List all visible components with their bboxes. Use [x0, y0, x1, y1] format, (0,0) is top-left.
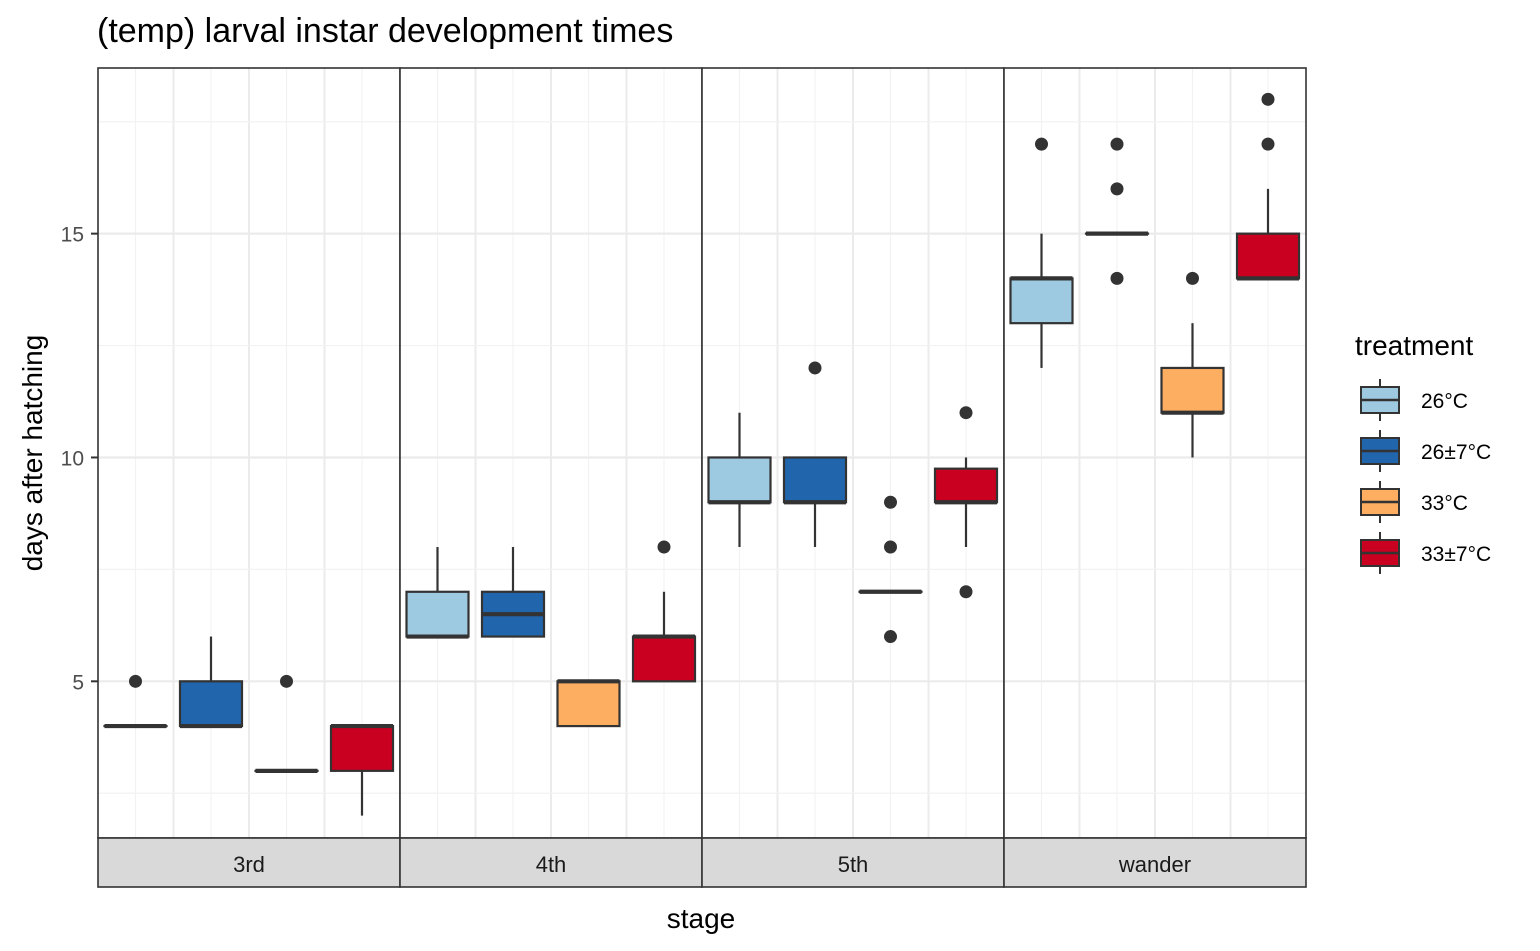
legend-key-2: 33°C: [1360, 481, 1468, 523]
legend-label-2: 33°C: [1421, 492, 1468, 515]
box-iqr: [631, 635, 697, 683]
strip-label-5th: 5th: [838, 852, 869, 877]
boxplot-4th-2: [556, 679, 621, 728]
strip-label-3rd: 3rd: [233, 852, 265, 877]
legend-key-0: 26°C: [1360, 379, 1468, 421]
strip-background: [1003, 837, 1307, 888]
boxplot-4th-3: [631, 540, 697, 683]
outlier-point: [1110, 182, 1124, 196]
legend-label-3: 33±7°C: [1421, 543, 1491, 566]
boxplot-4th-0: [405, 547, 470, 639]
boxplot-4th-1: [480, 547, 546, 638]
y-tick-label: 10: [61, 447, 84, 470]
outlier-point: [808, 361, 822, 375]
x-axis-title: stage: [667, 903, 736, 934]
outlier-point: [884, 540, 897, 554]
boxplot-5th-1: [782, 361, 848, 548]
boxplot-5th-0: [707, 412, 772, 548]
box-iqr: [405, 590, 470, 638]
legend-key-1: 26±7°C: [1360, 430, 1491, 472]
box-iqr: [329, 724, 395, 772]
boxplot-3rd-3: [329, 723, 395, 816]
boxplot-3rd-2: [254, 674, 319, 773]
y-axis-title: days after hatching: [17, 335, 48, 572]
legend-label-1: 26±7°C: [1421, 441, 1491, 464]
boxplot-3rd-1: [178, 636, 244, 729]
boxplot-3rd-0: [103, 674, 168, 729]
outlier-point: [657, 540, 671, 554]
legend-label-0: 26°C: [1421, 390, 1468, 413]
legend: treatment 26°C 26±7°C 33°C 33±7°C: [1355, 330, 1491, 574]
facet-panel-3rd: 3rd: [97, 67, 401, 888]
legend-title: treatment: [1355, 330, 1473, 361]
facet-panel-5th: 5th: [701, 67, 1005, 888]
outlier-point: [884, 630, 897, 644]
boxplot-wander-2: [1160, 271, 1225, 458]
y-tick-label: 5: [72, 671, 84, 694]
y-axis: 5 10 15: [61, 224, 98, 694]
boxplot-wander-1: [1084, 137, 1150, 285]
strip-label-wander: wander: [1118, 852, 1191, 877]
outlier-point: [1261, 137, 1275, 151]
outlier-point: [1035, 137, 1048, 151]
box-iqr: [1235, 232, 1301, 280]
outlier-point: [1186, 271, 1199, 285]
outlier-point: [884, 495, 897, 509]
boxplot-5th-3: [933, 406, 999, 599]
outlier-point: [1261, 92, 1275, 106]
box-iqr: [178, 680, 244, 728]
box-iqr: [707, 456, 772, 504]
strip-background: [97, 837, 401, 888]
boxplot-5th-2: [858, 495, 923, 644]
box-iqr: [933, 467, 999, 504]
strip-background: [701, 837, 1005, 888]
facet-panels: 3rd 4th 5th wander: [97, 67, 1307, 888]
outlier-point: [1110, 271, 1124, 285]
y-tick-label: 15: [61, 224, 84, 247]
outlier-point: [1110, 137, 1124, 151]
legend-key-3: 33±7°C: [1360, 532, 1491, 574]
outlier-point: [129, 674, 142, 688]
facet-panel-wander: wander: [1003, 67, 1307, 888]
box-iqr: [556, 680, 621, 728]
outlier-point: [280, 674, 293, 688]
strip-label-4th: 4th: [536, 852, 567, 877]
box-iqr: [1009, 277, 1074, 325]
facet-panel-4th: 4th: [399, 67, 703, 888]
chart-title: (temp) larval instar development times: [97, 12, 673, 50]
box-iqr: [1160, 366, 1225, 414]
boxplot-wander-3: [1235, 92, 1301, 281]
outlier-point: [959, 406, 973, 420]
outlier-point: [959, 585, 973, 599]
box-iqr: [782, 456, 848, 504]
boxplot-wander-0: [1009, 137, 1074, 368]
